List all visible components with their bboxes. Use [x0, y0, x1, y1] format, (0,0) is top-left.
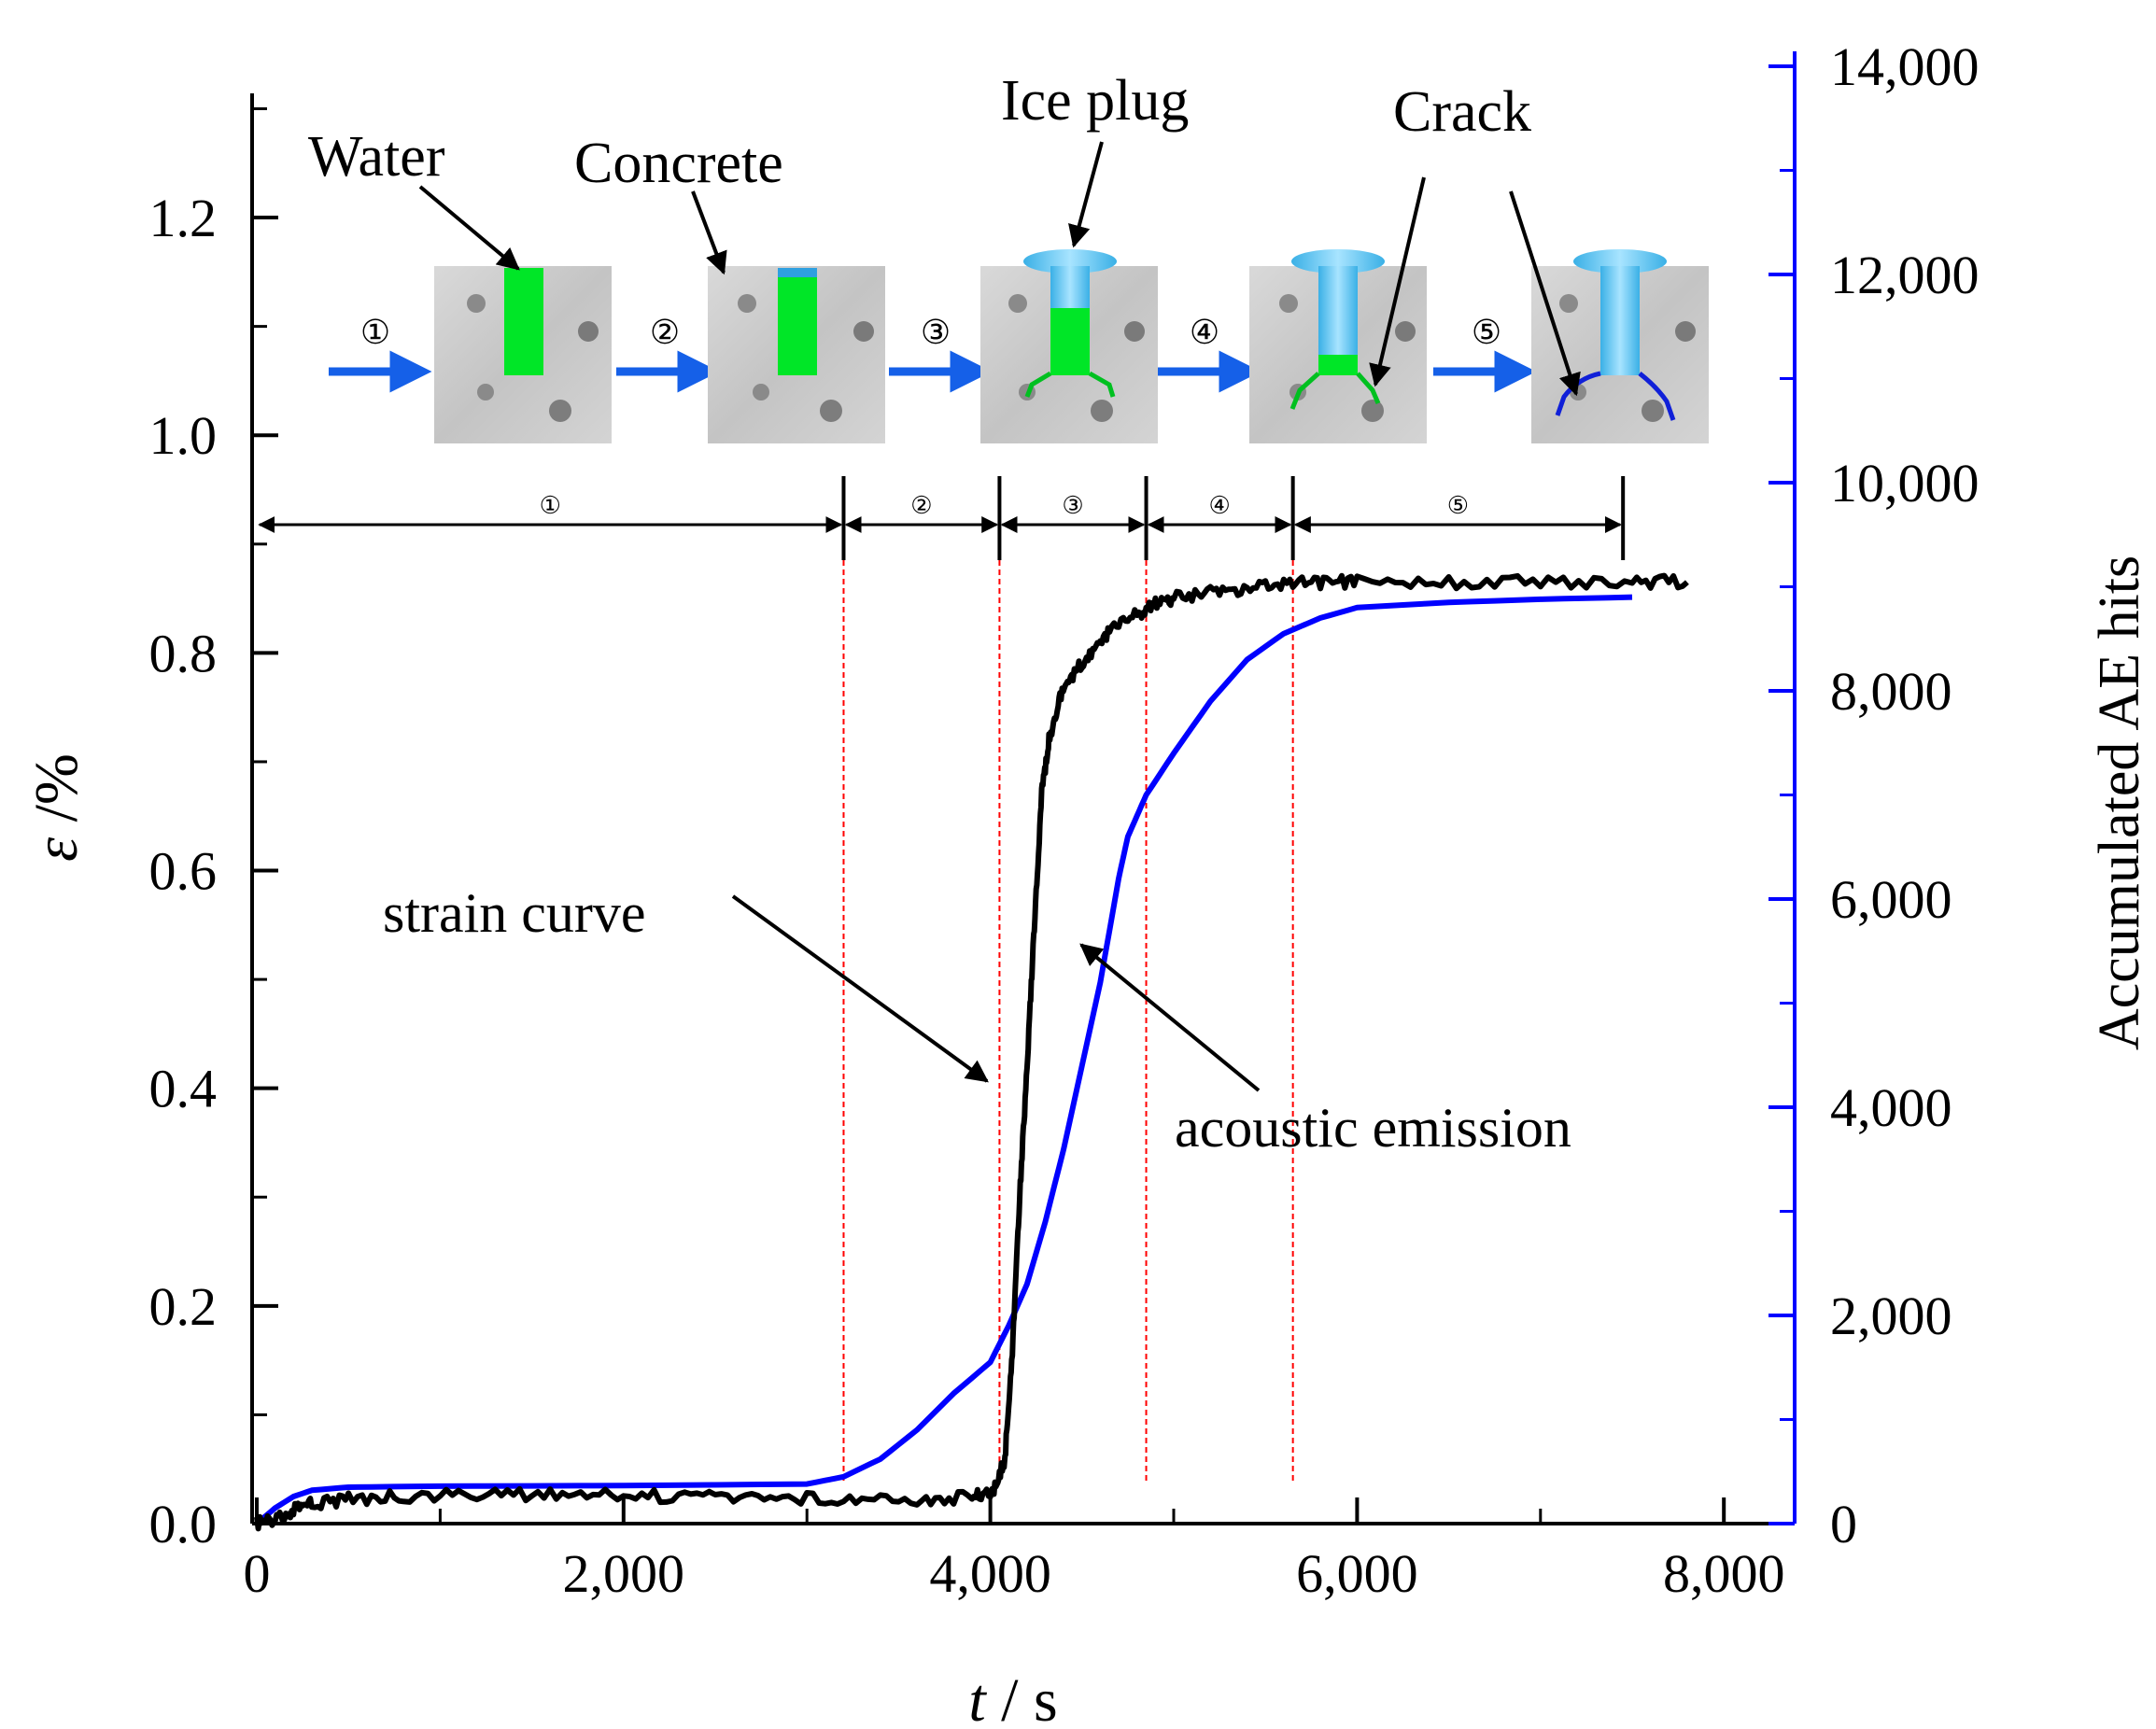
y-right-tick-label: 12,000	[1830, 245, 1980, 305]
diagram-step-3-number: ③	[921, 314, 951, 351]
stage-span-label: ⑤	[1447, 492, 1469, 519]
acoustic-emission-line	[255, 594, 1633, 1526]
label-crack: Crack	[1393, 80, 1531, 144]
y-right-tick-label: 6,000	[1830, 869, 1952, 930]
label-crack-arrow-2	[1509, 190, 1581, 397]
y-left-tick-label: 0.2	[149, 1276, 218, 1337]
label-water: Water	[308, 125, 445, 189]
diagram-step-4-number: ④	[1190, 314, 1219, 351]
y-right-tick-label: 0	[1830, 1494, 1857, 1554]
stage-span-label: ①	[540, 492, 561, 519]
stage-span-label: ④	[1208, 492, 1230, 519]
diagram-step-3: ③	[889, 314, 993, 393]
x-tick-label: 8,000	[1663, 1543, 1785, 1604]
x-tick-label: 6,000	[1296, 1543, 1418, 1604]
label-crack-arrow-1	[1369, 176, 1426, 387]
y-right-tick-label: 10,000	[1830, 453, 1980, 513]
label-concrete: Concrete	[574, 132, 783, 195]
strain-annotation-label: strain curve	[383, 882, 646, 944]
label-water-arrow	[418, 185, 520, 271]
diagram-step-2: ②	[616, 314, 720, 393]
x-axis-unit: / s	[986, 1666, 1058, 1729]
label-ice-plug-arrow	[1068, 141, 1104, 248]
diagram-step-1-number: ①	[360, 314, 390, 351]
x-axis-var: t	[968, 1666, 987, 1729]
y-left-axis-title: ε /%	[22, 753, 91, 862]
y-right-ticks: 0 2,000 4,000 6,000 8,000 10,000 12,000 14,000	[1768, 36, 1980, 1554]
diagram-step-5: ⑤	[1433, 314, 1537, 393]
y-right-tick-label: 4,000	[1830, 1077, 1952, 1138]
y-left-tick-label: 0.6	[149, 841, 218, 902]
y-left-tick-label: 1.2	[149, 188, 218, 248]
stage-markers: ① ② ③ ④ ⑤	[258, 476, 1626, 1484]
diagram-block-5	[1531, 249, 1709, 443]
y-right-tick-label: 8,000	[1830, 661, 1952, 722]
y-left-tick-label: 1.0	[149, 405, 218, 466]
y-right-tick-label: 14,000	[1830, 36, 1980, 97]
freeze-process-diagram: ① ② ③ ④ ⑤	[308, 69, 1709, 443]
y-left-axis-var: ε	[22, 837, 91, 862]
strain-curve-line	[254, 572, 1689, 1532]
ae-annotation-label: acoustic emission	[1175, 1097, 1571, 1159]
y-left-axis-unit: /%	[22, 753, 91, 837]
diagram-step-5-number: ⑤	[1472, 314, 1501, 351]
ae-annotation-arrow	[1079, 943, 1261, 1092]
x-tick-label: 0	[244, 1543, 271, 1604]
curve-annotations: strain curve acoustic emission	[383, 882, 1571, 1159]
y-left-tick-label: 0.0	[149, 1494, 218, 1554]
label-ice-plug: Ice plug	[1001, 69, 1189, 133]
strain-annotation-arrow	[731, 894, 989, 1083]
y-left-ticks: 0.0 0.2 0.4 0.6 0.8 1.0 1.2	[149, 106, 278, 1554]
diagram-block-2	[708, 266, 885, 443]
diagram-block-1	[434, 266, 612, 443]
x-ticks: 0 2,000 4,000 6,000 8,000	[244, 1497, 1785, 1604]
stage-span-label: ③	[1062, 492, 1083, 519]
y-right-tick-label: 2,000	[1830, 1286, 1952, 1346]
x-tick-label: 4,000	[929, 1543, 1051, 1604]
axes	[250, 51, 1797, 1525]
y-left-tick-label: 0.8	[149, 623, 218, 683]
y-right-axis-title: Accumulated AE hits	[2088, 555, 2151, 1050]
x-axis-title: t / s	[968, 1666, 1057, 1729]
diagram-step-4: ④	[1158, 314, 1261, 393]
diagram-block-3	[980, 249, 1158, 443]
water-column	[504, 268, 543, 375]
diagram-step-1: ①	[329, 314, 432, 393]
diagram-step-2-number: ②	[650, 314, 680, 351]
y-left-tick-label: 0.4	[149, 1059, 218, 1119]
x-tick-label: 2,000	[563, 1543, 685, 1604]
stage-span-label: ②	[910, 492, 932, 519]
label-concrete-arrow	[691, 190, 727, 275]
